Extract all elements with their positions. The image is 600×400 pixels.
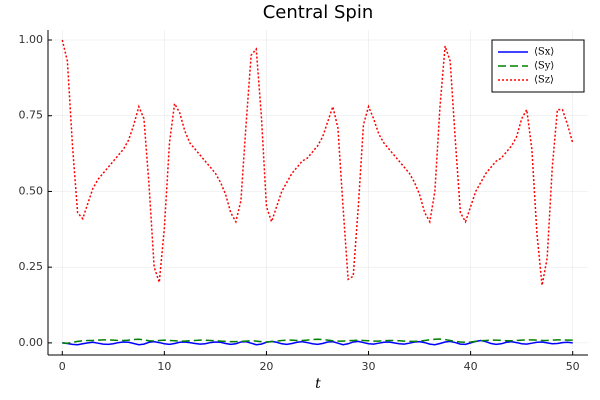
y-tick-label: 0.75 [19,109,44,122]
x-tick-label: 10 [157,360,171,373]
series-line [61,39,574,286]
series-line [62,338,573,344]
x-tick-label: 40 [464,360,478,373]
y-tick-label: 0.00 [19,336,44,349]
legend-label: ⟨Sy⟩ [534,61,554,72]
legend-label: ⟨Sx⟩ [534,47,554,58]
legend-label: ⟨Sz⟩ [534,75,554,86]
x-axis-label: t [315,376,321,392]
x-tick-label: 30 [362,360,376,373]
x-tick-label: 50 [566,360,580,373]
x-tick-label: 0 [59,360,66,373]
x-tick-label: 20 [259,360,273,373]
series-line [62,339,573,346]
y-tick-label: 0.25 [19,260,44,273]
legend-box [491,39,585,93]
y-tick-label: 1.00 [19,33,44,46]
y-tick-label: 0.50 [19,184,44,197]
chart-title: Central Spin [263,2,374,23]
